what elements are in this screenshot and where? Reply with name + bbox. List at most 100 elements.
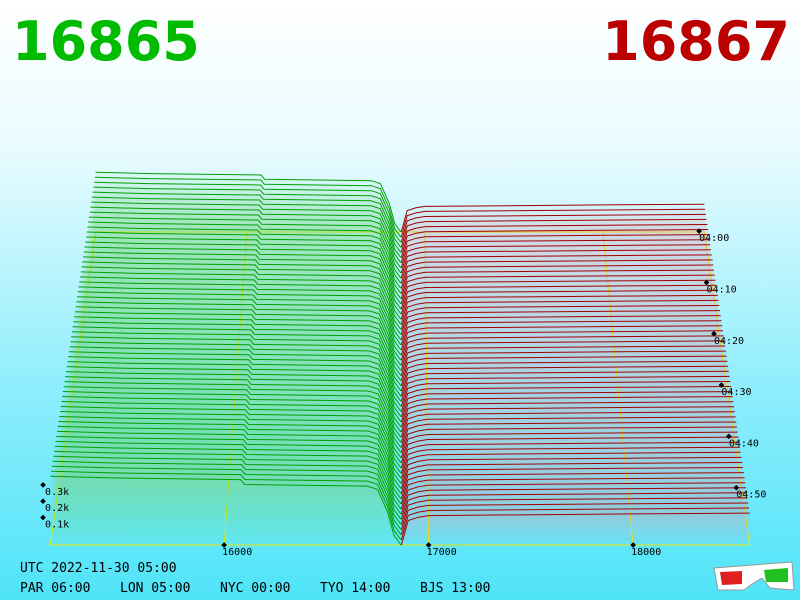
bid-price: 16865	[12, 10, 200, 73]
ask-price: 16867	[602, 10, 790, 73]
grid-line	[602, 231, 634, 546]
asks-depth-line	[400, 218, 707, 248]
asks-depth-line	[400, 451, 741, 484]
asks-area	[401, 508, 749, 540]
bids-depth-line	[69, 346, 402, 412]
bids-area	[50, 476, 402, 545]
asks-depth-line	[400, 310, 721, 340]
bids-area	[77, 291, 401, 356]
asks-area	[401, 487, 746, 520]
asks-area	[401, 492, 747, 525]
bids-depth-line	[66, 366, 402, 433]
bids-depth-line	[55, 440, 402, 510]
bids-depth-line	[79, 276, 402, 341]
t-tick-label: 04:00	[699, 233, 729, 244]
bids-depth-line	[94, 176, 402, 238]
bids-depth-line	[91, 196, 402, 258]
depth-tick-label: 0.1k	[45, 520, 69, 531]
bids-depth-line	[82, 261, 402, 325]
x-tick-label: 17000	[427, 547, 457, 558]
asks-depth-line	[400, 441, 740, 474]
asks-area	[401, 386, 732, 417]
bids-area	[91, 197, 401, 258]
bids-area	[74, 316, 401, 381]
asks-depth-line	[400, 391, 732, 423]
bids-depth-line	[84, 246, 402, 310]
asks-depth-line	[400, 421, 737, 453]
asks-depth-line	[400, 497, 748, 530]
depth-tick-label: 0.2k	[45, 503, 69, 514]
asks-area	[401, 467, 743, 499]
x-tick-label: 18000	[631, 547, 661, 558]
bids-area	[91, 202, 401, 263]
asks-depth-line	[400, 492, 747, 525]
asks-depth-line	[400, 213, 706, 243]
asks-depth-line	[400, 345, 726, 376]
t-tick-label: 04:50	[736, 490, 766, 501]
bids-depth-line	[78, 286, 402, 351]
t-tick-mark	[718, 382, 725, 388]
bids-depth-line	[88, 216, 402, 279]
bids-depth-line	[77, 291, 402, 356]
bids-depth-line	[60, 406, 402, 474]
bids-depth-line	[52, 460, 402, 530]
asks-depth-line	[400, 279, 716, 310]
bids-area	[88, 217, 401, 279]
asks-depth-line	[400, 325, 723, 356]
bids-depth-line	[62, 391, 402, 459]
asks-depth-line	[400, 472, 744, 505]
bids-area	[51, 466, 402, 535]
bids-depth-line	[56, 435, 402, 505]
bids-depth-line	[67, 361, 402, 428]
bids-area	[86, 232, 401, 294]
asks-area	[401, 457, 742, 489]
bids-area	[77, 296, 401, 361]
bids-depth-line	[74, 311, 402, 376]
bids-depth-line	[71, 336, 402, 402]
asks-depth-line	[400, 315, 721, 346]
clock: NYC 00:00	[220, 581, 290, 596]
bids-depth-line	[90, 206, 402, 269]
bids-depth-line	[63, 386, 402, 453]
asks-depth-line	[400, 244, 711, 274]
asks-depth-line	[400, 482, 746, 515]
asks-depth-line	[400, 487, 747, 520]
asks-depth-line	[400, 462, 743, 494]
bids-depth-line	[65, 376, 402, 443]
asks-depth-line	[400, 350, 726, 381]
t-tick-mark	[726, 433, 732, 440]
asks-depth-line	[400, 224, 708, 253]
bids-depth-line	[86, 231, 402, 294]
asks-depth-line	[400, 502, 749, 535]
bids-depth-line	[68, 356, 402, 423]
bids-depth-line	[71, 331, 402, 397]
asks-area	[401, 432, 738, 463]
bids-depth-line	[53, 455, 402, 525]
asks-depth-line	[400, 289, 718, 320]
asks-depth-line	[400, 330, 724, 361]
asks-depth-line	[400, 269, 715, 299]
asks-depth-line	[400, 386, 732, 417]
asks-depth-line	[400, 335, 724, 366]
x-tick-mark	[425, 542, 432, 548]
bids-depth-line	[56, 430, 402, 500]
3d-glasses-button[interactable]	[713, 561, 795, 591]
asks-depth-line	[400, 234, 709, 263]
asks-area	[401, 437, 739, 468]
asks-depth-line	[400, 467, 744, 499]
asks-depth-line	[400, 360, 728, 392]
asks-depth-line	[400, 381, 731, 412]
clocks: PAR 06:00 LON 05:00 NYC 00:00 TYO 14:00 BJS …	[20, 581, 490, 596]
t-tick-mark	[733, 484, 740, 491]
bids-area	[89, 212, 401, 273]
bids-depth-line	[83, 251, 402, 315]
asks-depth-line	[400, 340, 725, 371]
bids-depth-line	[59, 416, 402, 484]
bids-area	[78, 286, 401, 350]
asks-depth-line	[400, 375, 730, 407]
asks-area	[401, 416, 736, 448]
bids-depth-line	[85, 241, 402, 305]
asks-depth-line	[400, 203, 705, 233]
bids-depth-line	[68, 351, 402, 417]
